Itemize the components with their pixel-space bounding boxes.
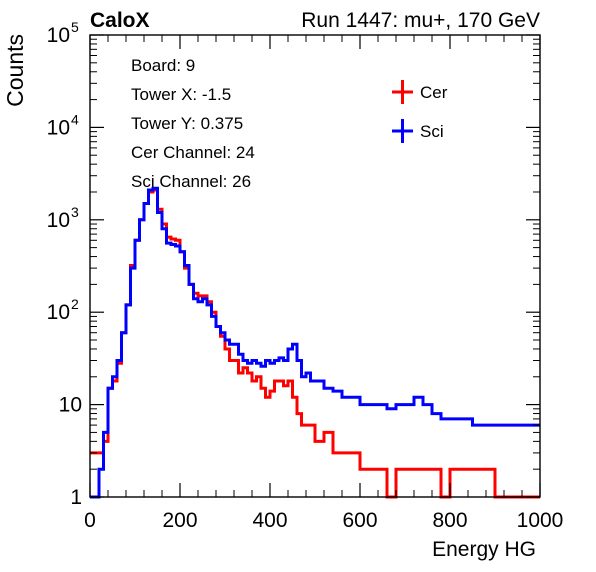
y-tick-label: 10 (47, 24, 70, 47)
y-tick-exponent: 4 (71, 111, 79, 127)
y-tick-label: 10 (59, 394, 82, 417)
brand-label: CaloX (90, 9, 150, 32)
y-tick-label: 1 (70, 486, 82, 509)
legend-label-cer: Cer (420, 83, 448, 102)
x-axis-label: Energy HG (432, 538, 536, 561)
legend-label-sci: Sci (420, 122, 444, 141)
legend-marker-cer (392, 80, 413, 104)
y-tick-label: 10 (47, 209, 70, 232)
legend: Cer Sci (392, 80, 448, 143)
plot-frame (89, 34, 541, 498)
info-sci-channel: Sci Channel: 26 (131, 172, 251, 191)
y-tick-label: 10 (47, 116, 70, 139)
info-cer-channel: Cer Channel: 24 (131, 143, 255, 162)
x-tick-label: 1000 (517, 509, 564, 532)
y-tick-label: 10 (47, 301, 70, 324)
legend-marker-sci (392, 119, 413, 143)
x-tick-label: 0 (84, 509, 96, 532)
x-tick-label: 800 (432, 509, 467, 532)
x-tick-label: 200 (162, 509, 197, 532)
x-tick-label: 600 (342, 509, 377, 532)
info-box: Board: 9 Tower X: -1.5 Tower Y: 0.375 Ce… (131, 56, 255, 191)
y-tick-exponent: 5 (71, 19, 79, 35)
series-line-sci (90, 186, 540, 499)
info-tower-x: Tower X: -1.5 (131, 85, 231, 104)
x-tick-label: 400 (252, 509, 287, 532)
y-tick-exponent: 3 (71, 204, 79, 220)
y-tick-exponent: 2 (71, 296, 79, 312)
info-tower-y: Tower Y: 0.375 (131, 114, 243, 133)
run-info-label: Run 1447: mu+, 170 GeV (301, 9, 540, 32)
info-board: Board: 9 (131, 56, 195, 75)
y-axis-label: Counts (2, 34, 28, 107)
